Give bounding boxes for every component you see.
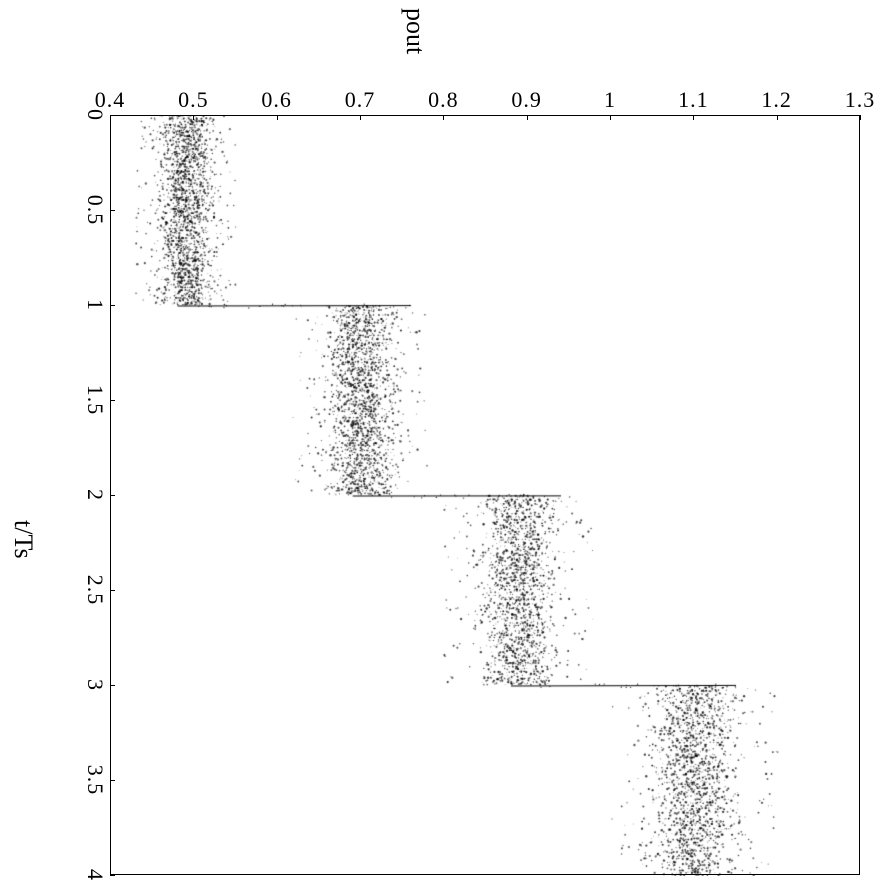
x-tick-mark [527,115,528,120]
x-tick-mark [777,115,778,120]
x-tick-mark [360,115,361,120]
x-axis-label: pout [400,8,430,54]
x-tick-mark [693,115,694,120]
y-tick-label: 4 [82,869,108,881]
y-tick-label: 3.5 [82,765,108,796]
y-tick-mark [110,875,115,876]
x-tick-mark [277,115,278,120]
x-tick-label: 1.2 [761,87,792,113]
y-tick-mark [110,305,115,306]
y-tick-mark [110,400,115,401]
y-tick-label: 2.5 [82,575,108,606]
y-tick-mark [110,115,115,116]
y-tick-label: 1.5 [82,385,108,416]
y-tick-label: 0.5 [82,195,108,226]
plot-canvas [111,116,861,876]
x-tick-mark [610,115,611,120]
y-tick-mark [110,685,115,686]
y-tick-label: 2 [82,489,108,501]
x-tick-label: 1 [604,87,616,113]
x-tick-label: 0.6 [261,87,292,113]
x-tick-mark [193,115,194,120]
y-tick-mark [110,495,115,496]
y-axis-label: t/Ts [8,520,38,559]
x-tick-label: 0.7 [345,87,376,113]
chart-root: pout t/Ts 0.40.50.60.70.80.911.11.21.300… [0,0,878,890]
y-tick-label: 3 [82,679,108,691]
y-tick-mark [110,780,115,781]
x-tick-label: 0.8 [428,87,459,113]
x-tick-label: 0.5 [178,87,209,113]
plot-area [110,115,860,875]
y-tick-label: 0 [82,109,108,121]
y-tick-label: 1 [82,299,108,311]
y-tick-mark [110,210,115,211]
x-tick-label: 1.3 [845,87,876,113]
x-tick-label: 0.9 [511,87,542,113]
x-tick-label: 1.1 [678,87,709,113]
x-tick-mark [443,115,444,120]
y-tick-mark [110,590,115,591]
x-tick-mark [860,115,861,120]
